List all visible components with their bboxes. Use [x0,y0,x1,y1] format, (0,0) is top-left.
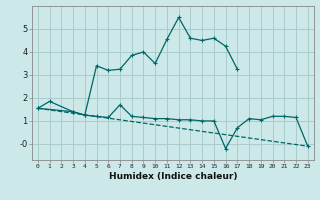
X-axis label: Humidex (Indice chaleur): Humidex (Indice chaleur) [108,172,237,181]
